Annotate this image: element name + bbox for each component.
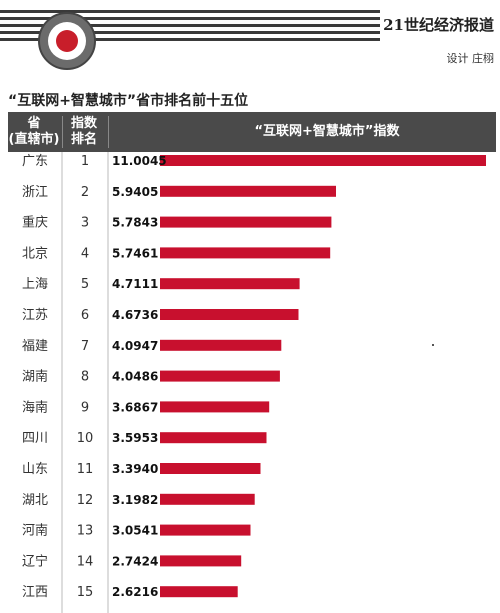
index-bar	[160, 524, 251, 536]
province-label: 重庆	[22, 215, 48, 231]
index-value-label: 5.7843	[112, 216, 158, 230]
province-label: 辽宁	[22, 553, 48, 569]
index-value-label: 3.5953	[112, 431, 158, 445]
table-row: 浙江 2 5.9405	[22, 185, 336, 200]
province-label: 上海	[22, 277, 48, 292]
index-value-label: 2.7424	[112, 554, 158, 568]
index-value-label: 5.7461	[112, 246, 158, 260]
rank-label: 7	[81, 339, 89, 354]
province-label: 湖南	[22, 369, 48, 385]
index-bar	[160, 309, 299, 320]
table-row: 江西 15 2.6216	[22, 585, 238, 600]
rank-label: 5	[81, 277, 89, 292]
design-credit: 设计 庄栩	[446, 52, 495, 65]
index-value-label: 11.0045	[112, 154, 167, 168]
index-bar	[160, 185, 336, 197]
table-row: 重庆 3 5.7843	[22, 215, 332, 231]
table-row: 福建 7 4.0947	[22, 339, 282, 354]
index-column-header: “互联网+智慧城市”指数	[254, 124, 400, 139]
index-bar	[160, 432, 267, 444]
index-bar	[160, 216, 332, 228]
index-value-label: 4.0947	[112, 339, 158, 353]
index-bar	[160, 586, 238, 598]
province-label: 浙江	[22, 185, 48, 200]
index-value-label: 5.9405	[112, 185, 158, 199]
table-row: 海南 9 3.6867	[22, 399, 270, 415]
index-value-label: 3.0541	[112, 524, 158, 538]
rank-label: 6	[81, 308, 89, 323]
index-value-label: 4.0486	[112, 370, 158, 384]
rank-label: 13	[77, 524, 94, 539]
table-row: 上海 5 4.7111	[22, 277, 300, 292]
index-value-label: 3.1982	[112, 493, 158, 507]
rank-label: 9	[81, 400, 89, 415]
province-label: 广东	[22, 154, 48, 169]
rank-label: 8	[81, 370, 89, 385]
rank-header-line1: 指数	[70, 116, 97, 131]
rank-label: 1	[81, 154, 89, 169]
index-bar	[160, 155, 486, 166]
rank-label: 3	[81, 216, 89, 231]
rank-label: 14	[77, 554, 94, 569]
index-bar	[160, 555, 242, 567]
index-bar	[160, 370, 280, 382]
province-label: 湖北	[22, 493, 48, 508]
province-label: 海南	[22, 399, 48, 415]
province-column-header: 省 (直辖市)	[8, 112, 60, 152]
rank-column-header: 指数 排名	[64, 112, 104, 152]
province-label: 江苏	[22, 307, 48, 323]
index-bar	[160, 463, 261, 474]
province-label: 河南	[22, 523, 48, 539]
table-row: 河南 13 3.0541	[22, 523, 251, 539]
table-header: 省 (直辖市) 指数 排名 “互联网+智慧城市”指数	[8, 112, 496, 152]
index-value-label: 4.6736	[112, 308, 158, 322]
table-row: 四川 10 3.5953	[22, 431, 267, 446]
stray-dot	[432, 344, 434, 346]
table-row: 湖北 12 3.1982	[22, 493, 255, 508]
rank-label: 12	[77, 493, 94, 508]
masthead: 21世纪经济报道 设计 庄栩	[0, 0, 500, 80]
rank-label: 10	[77, 431, 94, 446]
index-bar	[160, 493, 255, 505]
index-value-label: 3.3940	[112, 462, 158, 476]
table-row: 山东 11 3.3940	[22, 462, 261, 477]
index-bar	[160, 339, 282, 351]
rank-label: 15	[77, 585, 94, 600]
index-value-label: 3.6867	[112, 400, 158, 414]
table-row: 湖南 8 4.0486	[22, 369, 280, 385]
chart-title: “互联网+智慧城市”省市排名前十五位	[8, 93, 249, 109]
rank-label: 11	[77, 462, 94, 477]
province-label: 福建	[22, 339, 48, 354]
rank-header-line2: 排名	[70, 132, 97, 147]
province-label: 山东	[22, 462, 48, 477]
rank-label: 2	[81, 185, 89, 200]
index-value-label: 4.7111	[112, 277, 158, 291]
province-header-line2: (直辖市)	[8, 132, 60, 147]
province-header-line1: 省	[27, 116, 41, 131]
table-row: 辽宁 14 2.7424	[22, 553, 242, 569]
table-row: 江苏 6 4.6736	[22, 307, 299, 323]
index-bar	[160, 278, 300, 290]
table-row: 北京 4 5.7461	[22, 246, 331, 261]
province-label: 江西	[22, 585, 48, 600]
index-bar	[160, 247, 331, 259]
table-row: 广东 1 11.0045	[22, 154, 486, 169]
index-bar	[160, 401, 270, 413]
rank-label: 4	[81, 246, 89, 261]
newspaper-name: 21世纪经济报道	[383, 16, 494, 34]
province-label: 北京	[22, 246, 48, 261]
masthead-stripes	[0, 8, 500, 44]
newspaper-logo	[38, 12, 96, 70]
province-label: 四川	[22, 431, 48, 446]
index-value-label: 2.6216	[112, 585, 158, 599]
